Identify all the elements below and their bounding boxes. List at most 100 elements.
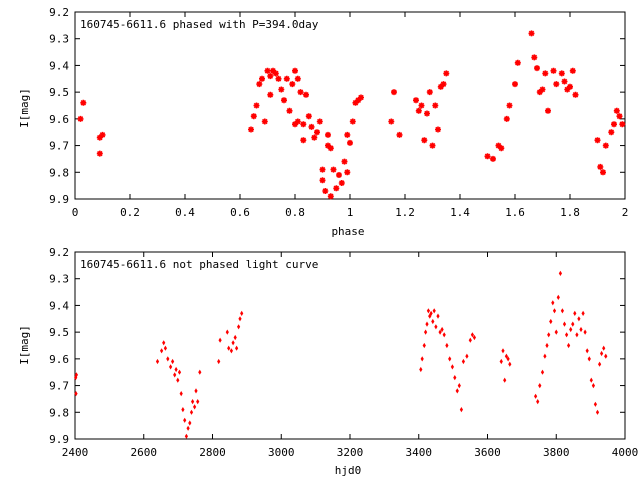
data-point <box>237 324 241 330</box>
x-tick-label: 0.4 <box>175 206 195 219</box>
y-tick-label: 9.3 <box>49 273 69 286</box>
data-point <box>311 134 318 141</box>
data-point <box>240 310 244 316</box>
data-point <box>338 180 345 186</box>
data-point <box>160 348 164 354</box>
data-point <box>484 153 491 160</box>
data-point <box>550 67 557 74</box>
x-tick-label: 1.4 <box>450 206 470 219</box>
data-point <box>333 185 340 192</box>
x-tick-label: 3000 <box>268 446 295 459</box>
data-point <box>616 113 623 120</box>
data-point <box>585 348 589 354</box>
y-tick-label: 9.3 <box>49 33 69 46</box>
data-point <box>598 361 602 367</box>
phased-points <box>77 30 626 200</box>
data-point <box>431 318 435 325</box>
data-point <box>421 137 428 144</box>
y-tick-label: 9.2 <box>49 6 69 19</box>
data-point <box>316 118 323 125</box>
data-point <box>259 75 265 82</box>
data-point <box>450 364 454 370</box>
y-tick-label: 9.6 <box>49 113 69 126</box>
data-point <box>587 356 591 362</box>
data-point <box>344 131 351 138</box>
unphased-x-tick-labels: 2400 2600 2800 3000 3200 3400 3600 3800 4000 <box>62 446 639 459</box>
data-point <box>498 145 505 152</box>
data-point <box>536 89 543 96</box>
data-point <box>349 118 356 125</box>
phased-panel: 0 0.2 0.4 0.6 0.8 1 1.2 1.4 1.6 1.8 2 9.2 9.3 9.4 9.5… <box>18 6 628 238</box>
data-point <box>561 78 568 85</box>
data-point <box>534 65 540 72</box>
data-point <box>420 356 424 362</box>
x-tick-label: 2400 <box>62 446 89 459</box>
data-point <box>233 334 237 341</box>
data-point <box>554 329 558 335</box>
phased-x-axis-label: phase <box>331 225 364 238</box>
data-point <box>314 129 320 136</box>
y-tick-label: 9.4 <box>49 299 69 312</box>
data-point <box>583 329 587 335</box>
data-point <box>435 126 441 133</box>
data-point <box>499 358 503 365</box>
x-tick-label: 2600 <box>131 446 158 459</box>
data-point <box>514 59 521 66</box>
data-point <box>567 83 573 90</box>
data-point <box>611 121 617 128</box>
data-point <box>577 316 581 322</box>
data-point <box>303 91 309 98</box>
y-tick-label: 9.7 <box>49 140 69 153</box>
data-point <box>461 358 465 365</box>
data-point <box>248 126 254 133</box>
data-point <box>424 110 430 117</box>
data-point <box>440 326 444 333</box>
x-tick-label: 3400 <box>406 446 433 459</box>
data-point <box>163 345 167 351</box>
x-tick-label: 4000 <box>612 446 639 459</box>
unphased-points <box>74 270 608 439</box>
data-point <box>504 353 508 359</box>
y-tick-label: 9.6 <box>49 353 69 366</box>
data-point <box>508 361 512 367</box>
data-point <box>453 375 457 381</box>
data-point <box>468 337 472 343</box>
data-point <box>300 137 307 144</box>
data-point <box>96 150 103 157</box>
data-point <box>432 308 436 314</box>
data-point <box>572 91 579 98</box>
data-point <box>569 67 576 74</box>
data-point <box>591 383 595 389</box>
data-point <box>283 75 290 82</box>
data-point <box>325 131 331 138</box>
data-point <box>173 372 177 378</box>
data-point <box>253 102 260 109</box>
data-point <box>536 399 540 405</box>
data-point <box>344 169 351 176</box>
data-point <box>506 102 513 109</box>
data-point <box>470 332 474 338</box>
data-point <box>534 393 538 399</box>
data-point <box>325 142 331 149</box>
data-point <box>459 407 463 413</box>
data-point <box>413 97 419 104</box>
data-point <box>184 433 188 439</box>
data-point <box>564 86 571 93</box>
x-tick-label: 0.8 <box>285 206 305 219</box>
data-point <box>99 131 106 138</box>
data-point <box>289 81 296 88</box>
data-point <box>198 369 202 375</box>
phased-y-tick-labels: 9.2 9.3 9.4 9.5 9.6 9.7 9.8 9.9 <box>49 6 69 206</box>
data-point <box>558 270 562 276</box>
data-point <box>457 383 461 389</box>
data-point <box>74 375 78 381</box>
data-point <box>181 407 185 413</box>
x-tick-label: 1 <box>347 206 354 219</box>
data-point <box>162 340 166 346</box>
data-point <box>218 337 222 343</box>
data-point <box>560 308 564 314</box>
data-point <box>569 326 573 333</box>
data-point <box>553 81 560 88</box>
y-tick-label: 9.5 <box>49 86 69 99</box>
